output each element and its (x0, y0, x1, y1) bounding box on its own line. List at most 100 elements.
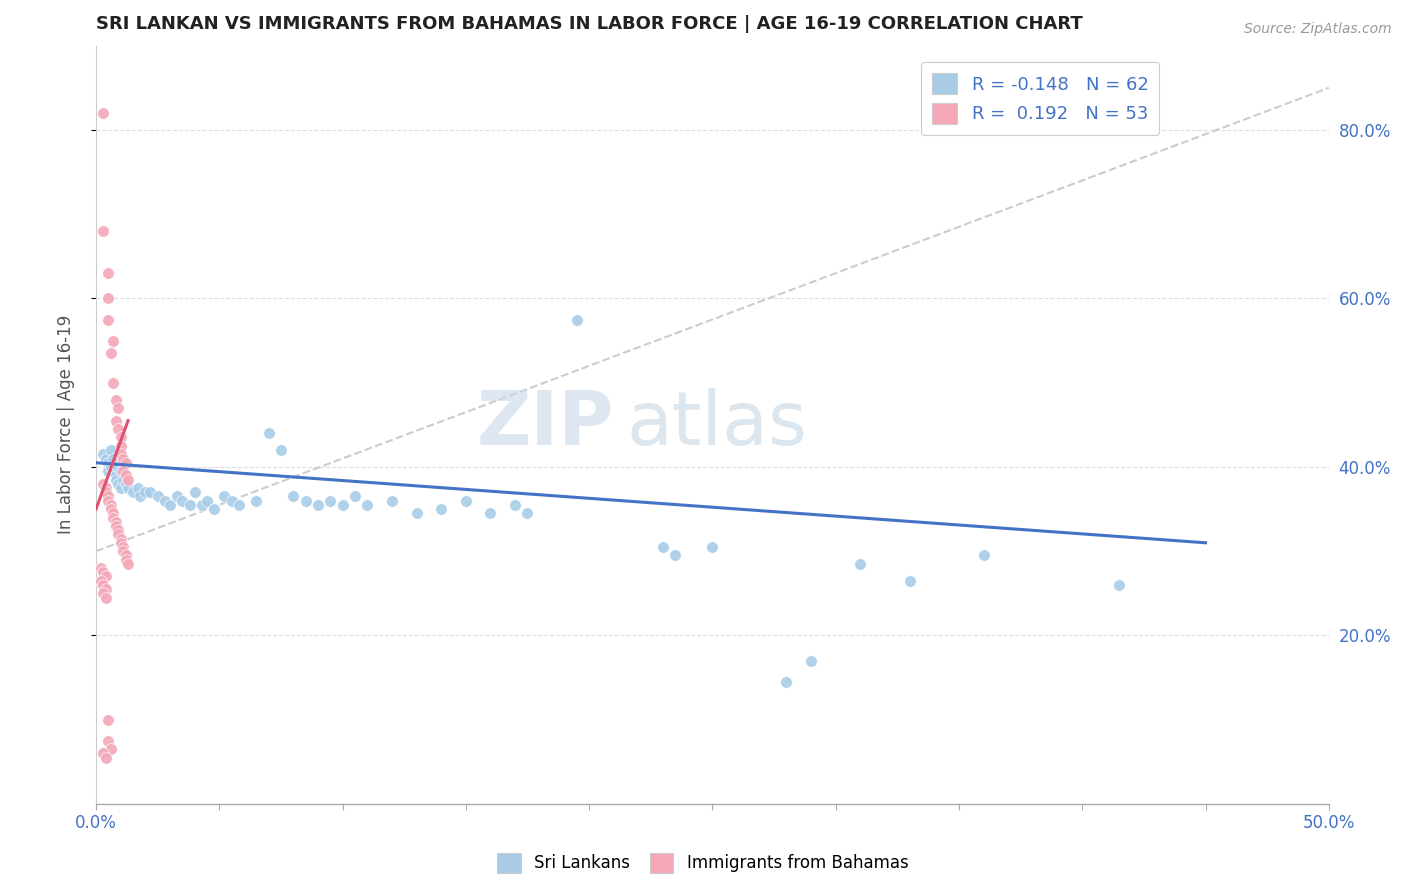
Point (93, 476, 115, 491)
Point (110, 447, 132, 461)
Point (107, 459, 129, 474)
Point (93, 578, 115, 592)
Point (516, 506, 538, 520)
Point (191, 498, 214, 512)
Point (93, 586, 115, 600)
Point (127, 481, 149, 495)
Point (228, 498, 250, 512)
Point (664, 549, 686, 563)
Point (94, 481, 117, 495)
Point (565, 312, 588, 326)
Text: Source: ZipAtlas.com: Source: ZipAtlas.com (1244, 22, 1392, 37)
Point (100, 459, 122, 474)
Point (146, 490, 169, 504)
Point (775, 674, 797, 689)
Point (104, 519, 127, 533)
Point (114, 552, 136, 566)
Point (166, 490, 188, 504)
Point (107, 422, 129, 436)
Point (100, 502, 122, 516)
Point (103, 451, 125, 466)
Text: atlas: atlas (626, 388, 807, 461)
Point (97, 713, 120, 727)
Point (405, 506, 427, 520)
Point (100, 443, 122, 458)
Point (97, 464, 120, 478)
Point (1108, 578, 1130, 592)
Point (93, 447, 115, 461)
Point (93, 224, 115, 238)
Point (103, 376, 125, 390)
Point (100, 498, 122, 512)
Point (112, 451, 135, 466)
Point (356, 498, 378, 512)
Point (849, 557, 872, 571)
Point (202, 502, 225, 516)
Point (107, 401, 129, 415)
Point (139, 485, 162, 500)
Point (294, 493, 316, 508)
Point (973, 549, 995, 563)
Point (110, 430, 132, 444)
Point (110, 481, 132, 495)
Point (381, 493, 404, 508)
Y-axis label: In Labor Force | Age 16-19: In Labor Force | Age 16-19 (58, 315, 75, 534)
Point (103, 506, 125, 520)
Point (97, 456, 120, 470)
Point (245, 493, 267, 508)
Point (172, 493, 194, 508)
Point (307, 498, 329, 512)
Legend: R = -0.148   N = 62, R =  0.192   N = 53: R = -0.148 N = 62, R = 0.192 N = 53 (921, 62, 1160, 135)
Point (104, 414, 127, 428)
Point (104, 392, 127, 407)
Point (195, 493, 218, 508)
Point (430, 502, 453, 516)
Point (103, 334, 125, 348)
Point (107, 476, 129, 491)
Point (129, 490, 152, 504)
Point (110, 439, 132, 453)
Point (110, 532, 132, 546)
Point (100, 742, 122, 756)
Point (93, 106, 115, 120)
Point (122, 485, 145, 500)
Point (103, 510, 125, 524)
Point (90, 561, 112, 575)
Point (343, 490, 366, 504)
Point (159, 498, 181, 512)
Point (179, 498, 201, 512)
Point (97, 733, 120, 747)
Point (94, 582, 117, 596)
Point (221, 493, 243, 508)
Point (114, 549, 136, 563)
Text: SRI LANKAN VS IMMIGRANTS FROM BAHAMAS IN LABOR FORCE | AGE 16-19 CORRELATION CHA: SRI LANKAN VS IMMIGRANTS FROM BAHAMAS IN… (96, 15, 1083, 33)
Point (454, 493, 477, 508)
Point (93, 566, 115, 580)
Point (114, 468, 136, 483)
Text: ZIP: ZIP (477, 388, 614, 461)
Point (94, 750, 117, 764)
Point (114, 456, 136, 470)
Point (112, 544, 135, 558)
Point (103, 464, 125, 478)
Point (90, 574, 112, 588)
Point (104, 468, 127, 483)
Point (97, 493, 120, 508)
Point (800, 654, 823, 668)
Point (117, 473, 139, 487)
Point (212, 490, 235, 504)
Point (134, 485, 156, 500)
Point (117, 481, 139, 495)
Point (97, 292, 120, 306)
Point (479, 506, 502, 520)
Point (100, 346, 122, 360)
Point (94, 451, 117, 466)
Point (898, 574, 921, 588)
Point (94, 569, 117, 583)
Point (97, 266, 120, 280)
Point (107, 523, 129, 537)
Point (117, 557, 139, 571)
Point (112, 464, 135, 478)
Point (97, 490, 120, 504)
Point (110, 536, 132, 550)
